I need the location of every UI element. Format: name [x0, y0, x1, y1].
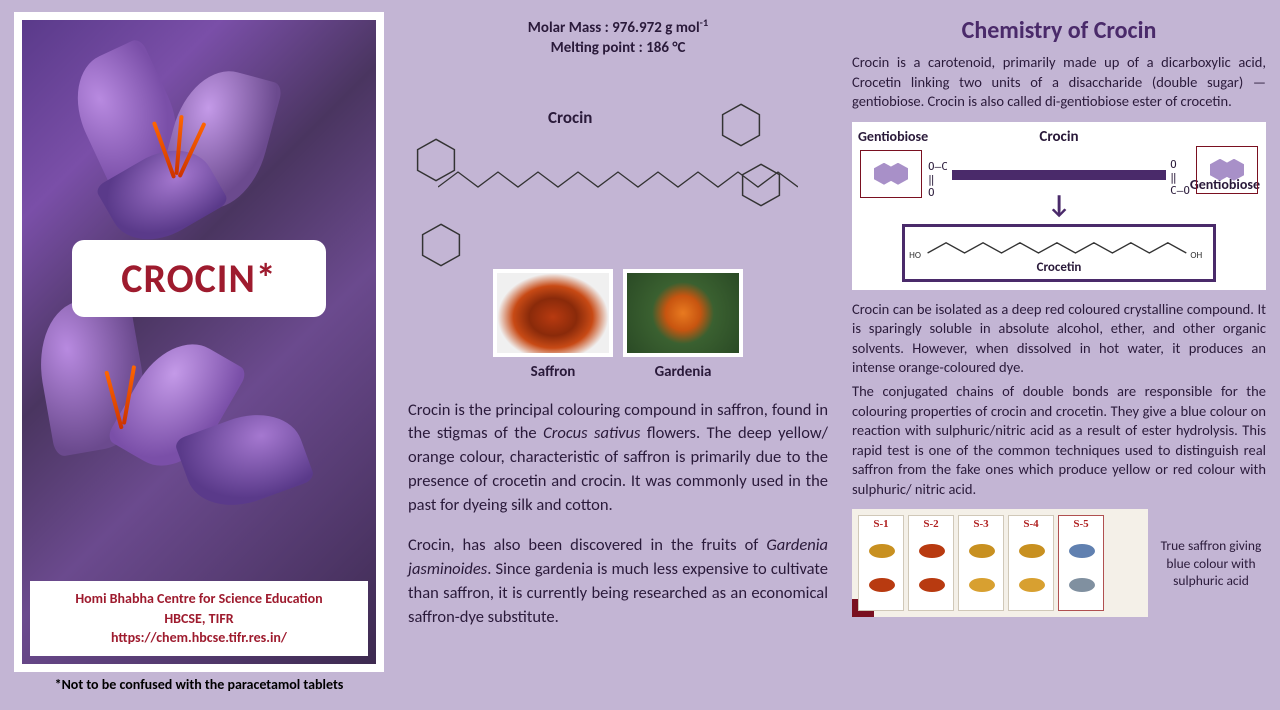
crocetin-box: HO OH Crocetin	[902, 224, 1216, 282]
saffron-caption: Saffron	[493, 363, 613, 381]
ester-group-right: O‖C–O	[1170, 158, 1190, 197]
source-images: Saffron Gardenia	[408, 269, 828, 381]
svg-text:OH: OH	[1190, 250, 1202, 261]
test-slide: S-5	[1058, 515, 1104, 611]
institution-box: Homi Bhabha Centre for Science Education…	[30, 581, 368, 656]
gardenia-caption: Gardenia	[623, 363, 743, 381]
test-slide: S-3	[958, 515, 1004, 611]
arrow-down-icon: ↓	[1047, 188, 1071, 220]
structure-diagram: Crocin Gentiobiose Gentiobiose O–C‖O O‖C…	[852, 122, 1266, 290]
footnote: *Not to be confused with the paracetamol…	[14, 672, 384, 693]
middle-panel: Molar Mass : 976.972 g mol-1 Melting poi…	[408, 12, 828, 698]
institution-line1: Homi Bhabha Centre for Science Education	[40, 589, 358, 609]
chemical-structure: Crocin	[408, 67, 828, 277]
saffron-image	[493, 269, 613, 357]
test-slides: 1 S-1S-2S-3S-4S-5	[852, 509, 1148, 617]
gentiobiose-label-left: Gentiobiose	[858, 128, 928, 145]
melting-point: Melting point : 186 °C	[408, 38, 828, 58]
institution-url: https://chem.hbcse.tifr.res.in/	[40, 628, 358, 648]
solubility-text: Crocin can be isolated as a deep red col…	[852, 300, 1266, 378]
title-box: CROCIN*	[72, 240, 326, 317]
structure-label: Crocin	[548, 107, 592, 128]
photo-frame: CROCIN* Homi Bhabha Centre for Science E…	[14, 12, 384, 672]
crocetin-bar	[952, 170, 1166, 180]
right-panel: Chemistry of Crocin Crocin is a caroteno…	[852, 12, 1266, 698]
test-description-text: The conjugated chains of double bonds ar…	[852, 382, 1266, 499]
physical-properties: Molar Mass : 976.972 g mol-1 Melting poi…	[408, 16, 828, 59]
test-slide: S-1	[858, 515, 904, 611]
ester-group-left: O–C‖O	[928, 160, 948, 199]
intro-text: Crocin is a carotenoid, primarily made u…	[852, 53, 1266, 112]
compound-title: CROCIN*	[121, 254, 276, 303]
description-text: Crocin is the principal colouring compou…	[408, 399, 828, 646]
institution-line2: HBCSE, TIFR	[40, 609, 358, 629]
test-slide: S-2	[908, 515, 954, 611]
molar-mass-exp: -1	[700, 16, 709, 29]
crocus-photo: CROCIN* Homi Bhabha Centre for Science E…	[22, 20, 376, 664]
saffron-test-row: 1 S-1S-2S-3S-4S-5 True saffron giving bl…	[852, 509, 1266, 617]
svg-text:HO: HO	[909, 250, 921, 261]
crocetin-label: Crocetin	[1033, 260, 1086, 275]
molar-mass: Molar Mass : 976.972 g mol	[528, 19, 700, 37]
test-slide: S-4	[1008, 515, 1054, 611]
gardenia-image	[623, 269, 743, 357]
gentiobiose-block-left	[860, 150, 922, 198]
gentiobiose-block-right	[1196, 146, 1258, 194]
section-title: Chemistry of Crocin	[852, 16, 1266, 45]
left-panel: CROCIN* Homi Bhabha Centre for Science E…	[14, 12, 384, 698]
test-caption: True saffron giving blue colour with sul…	[1156, 509, 1266, 617]
